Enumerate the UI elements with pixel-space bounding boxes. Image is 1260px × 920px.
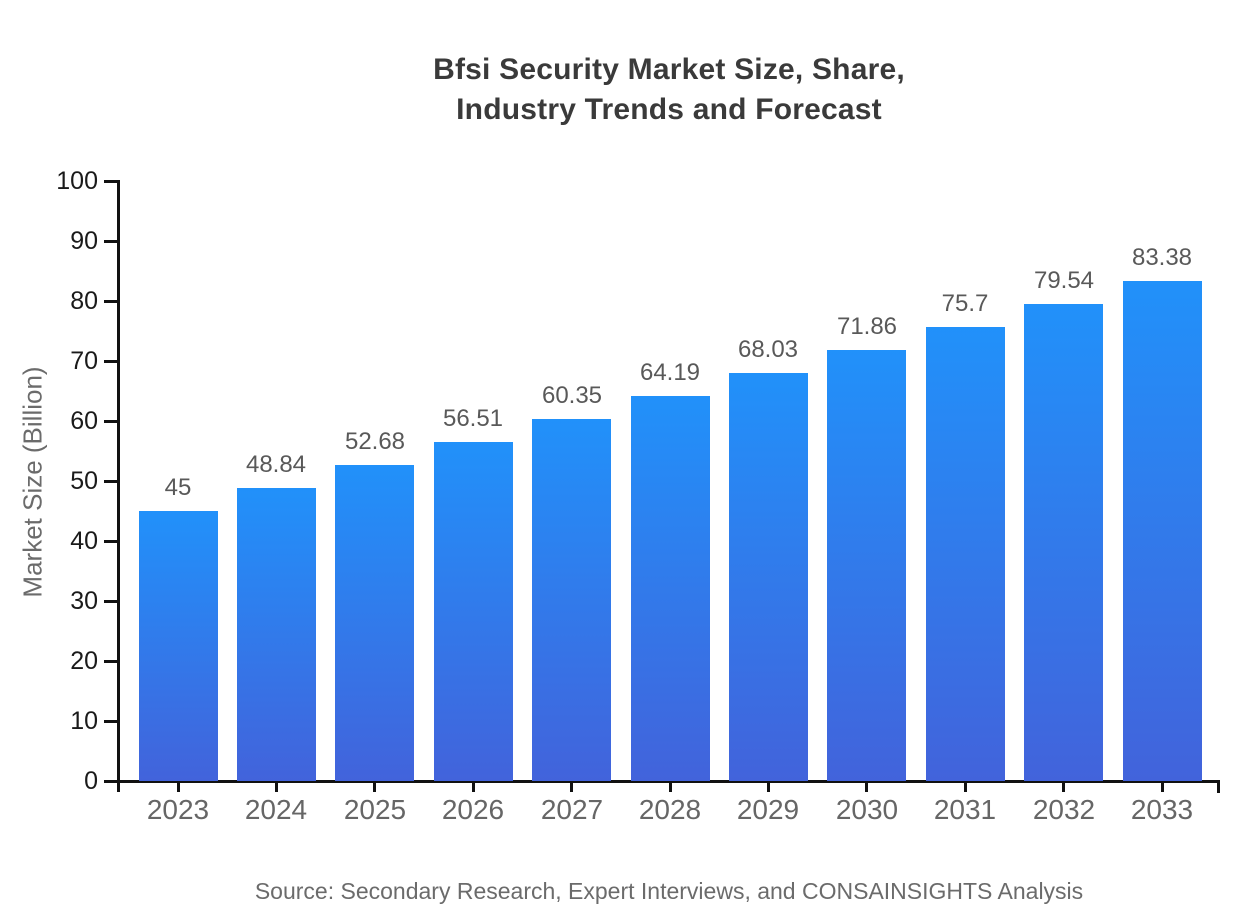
chart-title-line-1: Bfsi Security Market Size, Share,	[433, 53, 905, 86]
x-axis-tick	[1161, 781, 1164, 792]
y-axis-tick	[104, 300, 117, 303]
bar-value-label: 71.86	[836, 313, 898, 340]
x-axis-tick	[767, 781, 770, 792]
y-axis-tick	[104, 660, 117, 663]
bar	[631, 396, 710, 781]
bar	[139, 511, 218, 781]
bar-value-label: 60.35	[541, 382, 603, 409]
bar-value-label: 83.38	[1131, 244, 1193, 271]
bar-value-label: 52.68	[344, 428, 406, 455]
bar-value-label: 64.19	[639, 359, 701, 386]
x-axis-tick-label: 2025	[343, 794, 407, 825]
x-axis-tick-label: 2027	[540, 794, 604, 825]
y-axis-tick-label: 60	[70, 407, 98, 435]
x-axis-tick	[472, 781, 475, 792]
x-axis-tick-label: 2024	[244, 794, 308, 825]
bar-value-label: 79.54	[1033, 267, 1095, 294]
bar	[926, 327, 1005, 781]
y-axis-tick	[104, 180, 117, 183]
y-axis-tick	[104, 480, 117, 483]
y-axis-tick	[104, 540, 117, 543]
x-axis-tick-label: 2026	[441, 794, 505, 825]
bar	[729, 373, 808, 781]
y-axis-tick	[104, 360, 117, 363]
x-axis-tick	[275, 781, 278, 792]
y-axis-tick	[104, 720, 117, 723]
chart-title-line-2: Industry Trends and Forecast	[456, 93, 882, 126]
y-axis-tick-label: 90	[70, 227, 98, 255]
bar	[335, 465, 414, 781]
x-axis-end-tick	[1217, 781, 1220, 793]
x-axis-tick-label: 2031	[933, 794, 997, 825]
y-axis-tick-label: 20	[70, 647, 98, 675]
x-axis-line	[117, 780, 1220, 783]
y-axis-tick-label: 30	[70, 587, 98, 615]
bar	[1024, 304, 1103, 781]
bar-value-label: 56.51	[442, 405, 504, 432]
bar-value-label: 48.84	[245, 451, 307, 478]
bar	[827, 350, 906, 781]
x-axis-tick-label: 2029	[736, 794, 800, 825]
x-axis-tick-label: 2033	[1130, 794, 1194, 825]
x-axis-tick	[1062, 781, 1065, 792]
y-axis-tick-label: 40	[70, 527, 98, 555]
y-axis-tick-label: 70	[70, 347, 98, 375]
bar	[1123, 281, 1202, 781]
bar-value-label: 68.03	[737, 336, 799, 363]
x-axis-tick-label: 2032	[1032, 794, 1096, 825]
x-axis-tick	[865, 781, 868, 792]
y-axis-tick-label: 100	[56, 167, 98, 195]
source-attribution: Source: Secondary Research, Expert Inter…	[254, 878, 1084, 904]
y-axis-tick-label: 0	[84, 767, 98, 795]
x-axis-tick-label: 2023	[146, 794, 210, 825]
bar-value-label: 75.7	[941, 290, 989, 317]
y-axis-tick-label: 50	[70, 467, 98, 495]
bar	[532, 419, 611, 781]
y-axis-tick-label: 80	[70, 287, 98, 315]
x-axis-tick-label: 2028	[638, 794, 702, 825]
bar-value-label: 45	[164, 474, 192, 501]
bar	[434, 442, 513, 781]
x-axis-tick	[669, 781, 672, 792]
y-axis-tick-label: 10	[70, 707, 98, 735]
y-axis-tick	[104, 600, 117, 603]
y-axis-tick	[104, 780, 117, 783]
y-axis-line	[117, 180, 120, 792]
x-axis-tick	[177, 781, 180, 792]
chart-title: Bfsi Security Market Size, Share, Indust…	[118, 50, 1220, 130]
x-axis-tick	[570, 781, 573, 792]
bar	[237, 488, 316, 781]
x-axis-tick-label: 2030	[835, 794, 899, 825]
y-axis-tick	[104, 240, 117, 243]
x-axis-tick	[373, 781, 376, 792]
y-axis-tick	[104, 420, 117, 423]
x-axis-tick	[964, 781, 967, 792]
